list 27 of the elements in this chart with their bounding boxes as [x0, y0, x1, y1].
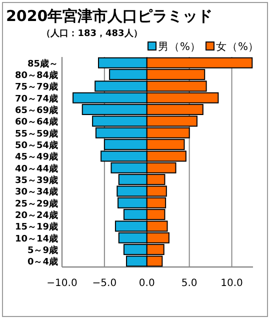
chart-subtitle: （人口：183，483人）: [42, 28, 142, 39]
x-tick-label: 10.0: [220, 278, 243, 289]
y-tick-label: 30～34歳: [14, 186, 58, 198]
x-tick-label: 5.0: [181, 278, 198, 289]
legend-label: 男（%）: [158, 41, 201, 53]
y-tick-label: 55～59歳: [14, 128, 58, 140]
y-tick-label: 70～74歳: [14, 93, 58, 104]
x-tick-label: −10.0: [46, 278, 78, 289]
y-tick-label: 20～24歳: [14, 210, 58, 221]
y-tick-label: 5～9歳: [27, 245, 58, 256]
y-tick-label: 50～54歳: [14, 140, 58, 151]
y-tick-label: 0～4歳: [27, 256, 58, 268]
y-tick-label: 65～69歳: [14, 105, 58, 116]
y-tick-label: 25～29歳: [14, 198, 58, 210]
x-tick-label: −5.0: [92, 278, 117, 289]
y-tick-label: 75～79歳: [14, 82, 58, 93]
y-tick-label: 45～49歳: [14, 152, 58, 163]
y-tick-label: 35～39歳: [14, 175, 58, 186]
y-tick-label: 60～64歳: [14, 116, 58, 128]
y-tick-label: 40～44歳: [14, 163, 58, 174]
y-tick-label: 80～84歳: [14, 70, 58, 81]
chart-title: 2020年宮津市人口ピラミッド: [6, 7, 213, 25]
y-tick-label: 85歳～: [27, 58, 58, 70]
x-tick-label: 0.0: [138, 278, 155, 289]
legend-label: 女（%）: [216, 41, 259, 53]
y-tick-label: 15～19歳: [14, 222, 58, 233]
y-tick-label: 10～14歳: [14, 233, 58, 244]
